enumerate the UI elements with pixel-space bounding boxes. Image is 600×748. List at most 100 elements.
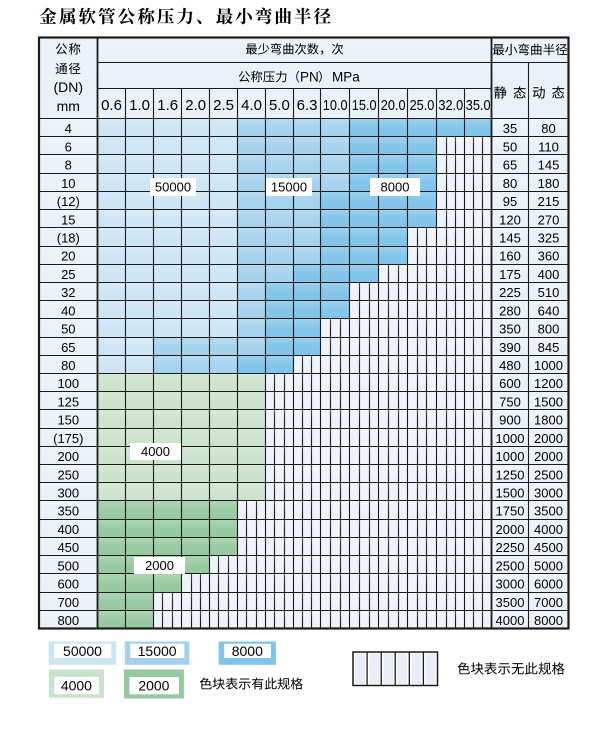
svg-text:2000: 2000 — [534, 449, 563, 464]
svg-text:35: 35 — [503, 121, 517, 136]
svg-text:160: 160 — [499, 249, 521, 264]
svg-text:80: 80 — [61, 358, 75, 373]
svg-text:175: 175 — [499, 267, 521, 282]
svg-text:300: 300 — [57, 486, 79, 501]
svg-text:10: 10 — [61, 176, 75, 191]
svg-text:95: 95 — [503, 194, 517, 209]
svg-text:8000: 8000 — [381, 180, 410, 195]
svg-text:0.6: 0.6 — [101, 97, 122, 114]
svg-text:3500: 3500 — [534, 504, 563, 519]
svg-text:2500: 2500 — [496, 558, 525, 573]
svg-text:900: 900 — [499, 413, 521, 428]
svg-text:750: 750 — [499, 394, 521, 409]
svg-text:1800: 1800 — [534, 413, 563, 428]
svg-text:145: 145 — [499, 231, 521, 246]
svg-text:8000: 8000 — [534, 613, 563, 628]
svg-text:1000: 1000 — [534, 358, 563, 373]
svg-text:3000: 3000 — [534, 486, 563, 501]
svg-text:25: 25 — [61, 267, 75, 282]
svg-text:510: 510 — [538, 285, 560, 300]
svg-text:350: 350 — [499, 322, 521, 337]
svg-text:225: 225 — [499, 285, 521, 300]
svg-text:1500: 1500 — [496, 486, 525, 501]
svg-text:700: 700 — [57, 595, 79, 610]
svg-text:390: 390 — [499, 340, 521, 355]
svg-text:180: 180 — [538, 176, 560, 191]
svg-text:15.0: 15.0 — [352, 97, 377, 114]
svg-text:4000: 4000 — [534, 522, 563, 537]
svg-text:15000: 15000 — [138, 643, 177, 659]
svg-text:325: 325 — [538, 231, 560, 246]
svg-text:3500: 3500 — [496, 595, 525, 610]
svg-text:4: 4 — [65, 121, 72, 136]
svg-text:110: 110 — [538, 139, 559, 154]
svg-text:15: 15 — [61, 212, 75, 227]
svg-text:500: 500 — [57, 558, 79, 573]
svg-text:2500: 2500 — [534, 467, 563, 482]
svg-text:800: 800 — [57, 613, 79, 628]
svg-text:4500: 4500 — [534, 540, 563, 555]
svg-text:PN: PN — [300, 69, 319, 84]
svg-text:2.0: 2.0 — [185, 97, 206, 114]
svg-text:(175): (175) — [53, 431, 83, 446]
svg-text:640: 640 — [538, 303, 560, 318]
svg-text:50: 50 — [503, 139, 517, 154]
svg-text:(DN): (DN) — [54, 79, 84, 95]
svg-text:400: 400 — [57, 522, 79, 537]
svg-text:80: 80 — [503, 176, 517, 191]
svg-text:2250: 2250 — [496, 540, 525, 555]
svg-text:65: 65 — [503, 158, 517, 173]
svg-text:480: 480 — [499, 358, 521, 373]
svg-text:7000: 7000 — [534, 595, 563, 610]
svg-text:4000: 4000 — [61, 678, 92, 694]
svg-text:400: 400 — [538, 267, 560, 282]
svg-text:1200: 1200 — [534, 376, 563, 391]
svg-text:3000: 3000 — [496, 577, 525, 592]
svg-text:1250: 1250 — [496, 467, 525, 482]
svg-text:125: 125 — [57, 394, 79, 409]
svg-text:8: 8 — [65, 158, 72, 173]
svg-text:1000: 1000 — [496, 449, 525, 464]
svg-text:4000: 4000 — [496, 613, 525, 628]
svg-text:32: 32 — [61, 285, 75, 300]
svg-text:145: 145 — [538, 158, 560, 173]
svg-text:450: 450 — [57, 540, 79, 555]
svg-text:250: 250 — [57, 467, 79, 482]
svg-text:50000: 50000 — [63, 643, 102, 659]
svg-text:25.0: 25.0 — [410, 97, 435, 114]
svg-text:1.6: 1.6 — [157, 97, 178, 114]
svg-text:100: 100 — [57, 376, 79, 391]
svg-text:200: 200 — [57, 449, 79, 464]
svg-text:2.5: 2.5 — [213, 97, 234, 114]
svg-text:32.0: 32.0 — [438, 97, 463, 114]
svg-text:MPa: MPa — [332, 69, 360, 84]
svg-text:6: 6 — [65, 139, 72, 154]
svg-text:10.0: 10.0 — [323, 97, 348, 114]
svg-text:2000: 2000 — [496, 522, 525, 537]
svg-text:20: 20 — [61, 249, 75, 264]
svg-text:150: 150 — [57, 413, 79, 428]
svg-text:65: 65 — [61, 340, 75, 355]
svg-text:1750: 1750 — [496, 504, 525, 519]
svg-text:(18): (18) — [57, 231, 80, 246]
svg-text:4000: 4000 — [141, 444, 170, 459]
svg-text:5000: 5000 — [534, 558, 563, 573]
svg-text:280: 280 — [499, 303, 521, 318]
svg-text:800: 800 — [538, 322, 560, 337]
svg-text:360: 360 — [538, 249, 560, 264]
svg-text:845: 845 — [538, 340, 560, 355]
svg-text:1500: 1500 — [534, 394, 563, 409]
svg-text:6000: 6000 — [534, 577, 563, 592]
svg-text:1000: 1000 — [496, 431, 525, 446]
svg-text:35.0: 35.0 — [466, 97, 491, 114]
svg-text:4.0: 4.0 — [241, 97, 262, 114]
svg-text:15000: 15000 — [271, 180, 307, 195]
svg-text:2000: 2000 — [138, 678, 169, 694]
svg-text:5.0: 5.0 — [269, 97, 290, 114]
svg-text:2000: 2000 — [534, 431, 563, 446]
svg-text:50: 50 — [61, 322, 75, 337]
svg-text:40: 40 — [61, 303, 75, 318]
svg-text:350: 350 — [57, 504, 79, 519]
svg-text:2000: 2000 — [145, 558, 174, 573]
svg-text:(12): (12) — [57, 194, 80, 209]
